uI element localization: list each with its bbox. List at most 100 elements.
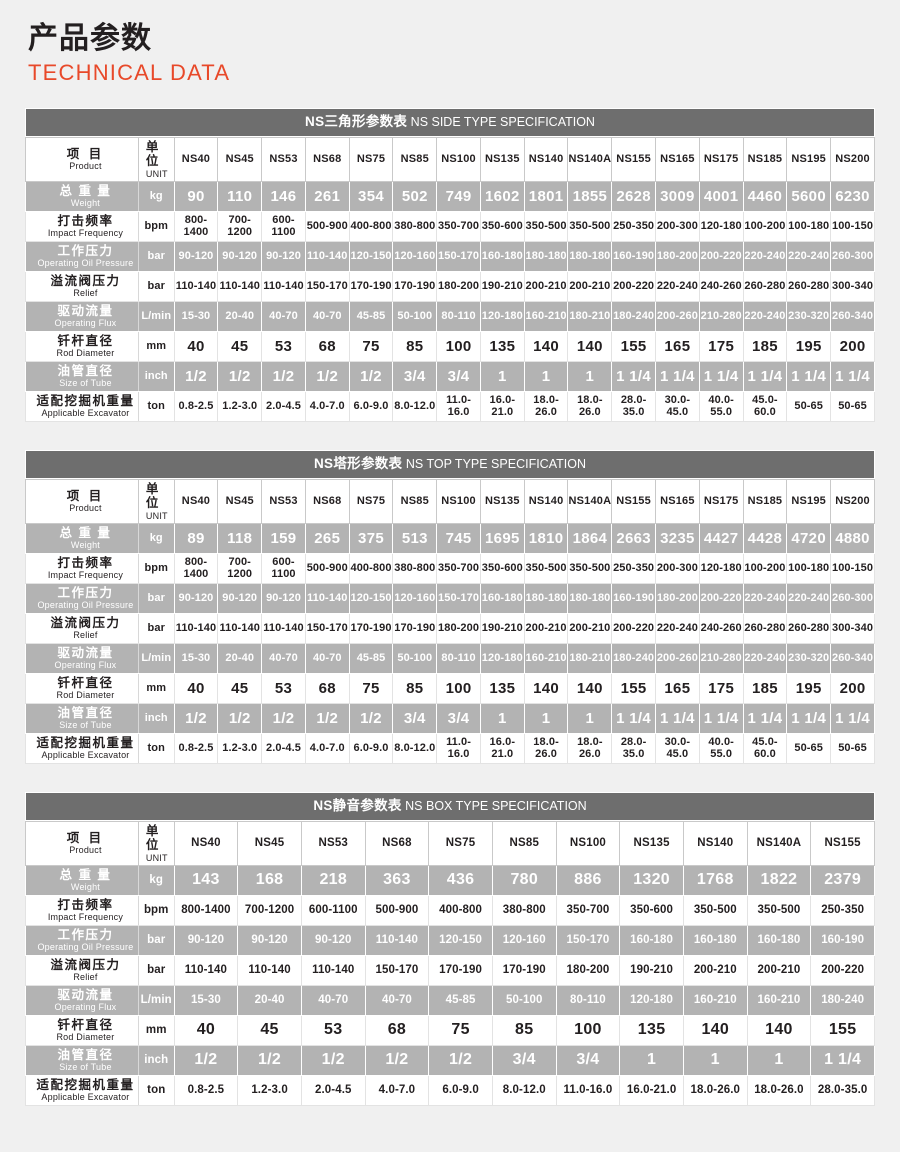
data-cell: 6.0-9.0 <box>348 732 394 764</box>
data-cell: 1/2 <box>428 1044 493 1076</box>
data-cell: 180-240 <box>611 642 656 674</box>
data-cell: 1 1/4 <box>655 360 700 392</box>
data-cell: 260-280 <box>786 612 832 644</box>
spec-table-title-3: NS静音参数表 NS BOX TYPE SPECIFICATION <box>25 791 875 821</box>
data-cell: 100 <box>436 330 481 362</box>
data-cell: 160-180 <box>479 582 525 614</box>
data-cell: 1 1/4 <box>830 702 875 734</box>
data-cell: 75 <box>348 672 394 704</box>
model-header-ns75: NS75 <box>348 478 394 524</box>
data-cell: 165 <box>655 672 700 704</box>
data-cell: 110-140 <box>173 270 219 302</box>
data-cell: 350-700 <box>555 894 621 926</box>
data-cell: 110-140 <box>261 612 306 644</box>
data-cell: 350-600 <box>619 894 684 926</box>
row-label-0: 项 目 Product <box>25 820 139 866</box>
data-cell: 11.0-16.0 <box>436 390 481 422</box>
data-cell: 75 <box>348 330 394 362</box>
data-cell: 110-140 <box>217 270 263 302</box>
data-cell: 0.8-2.5 <box>173 732 219 764</box>
row-label-6: 钎杆直径 Rod Diameter <box>25 1014 139 1046</box>
data-cell: 50-100 <box>392 642 438 674</box>
data-cell: 16.0-21.0 <box>479 732 525 764</box>
spec-table-title-2: NS塔形参数表 NS TOP TYPE SPECIFICATION <box>25 449 875 479</box>
data-cell: 160-190 <box>810 924 875 956</box>
model-header-ns155: NS155 <box>611 136 656 182</box>
data-cell: 140 <box>523 672 569 704</box>
row-label-en: Rod Diameter <box>56 348 115 359</box>
data-cell: 350-500 <box>567 210 613 242</box>
data-cell: 350-700 <box>436 552 481 584</box>
data-cell: 40-70 <box>364 984 430 1016</box>
model-header-ns140: NS140 <box>523 136 569 182</box>
data-cell: 260-340 <box>830 300 875 332</box>
data-cell: 18.0-26.0 <box>523 390 569 422</box>
data-cell: 354 <box>348 180 394 212</box>
spec-tables-root: NS三角形参数表 NS SIDE TYPE SPECIFICATION 项 目 Pr… <box>25 107 875 1106</box>
data-cell: 180-180 <box>567 240 613 272</box>
data-cell: 0.8-2.5 <box>173 390 219 422</box>
data-cell: 18.0-26.0 <box>746 1074 812 1106</box>
data-cell: 159 <box>261 522 306 554</box>
model-header-ns75: NS75 <box>428 820 493 866</box>
data-cell: 3/4 <box>555 1044 621 1076</box>
model-header-ns175: NS175 <box>698 478 744 524</box>
row-label-cn: 驱动流量 <box>57 646 114 661</box>
model-header-ns165: NS165 <box>655 136 700 182</box>
data-cell: 700-1200 <box>237 894 302 926</box>
spec-title-en: NS SIDE TYPE SPECIFICATION <box>407 114 595 129</box>
data-cell: 1/2 <box>304 360 350 392</box>
data-cell: 100-180 <box>786 210 832 242</box>
data-cell: 200-210 <box>567 612 613 644</box>
row-label-en: Rod Diameter <box>56 1032 115 1043</box>
unit-cell: kg <box>137 180 175 212</box>
data-cell: 400-800 <box>348 552 394 584</box>
data-cell: 250-350 <box>611 210 656 242</box>
model-header-ns195: NS195 <box>786 136 832 182</box>
row-label-7: 油管直径 Size of Tube <box>25 702 139 734</box>
data-cell: 1/2 <box>261 360 306 392</box>
data-cell: 1 <box>746 1044 812 1076</box>
model-header-ns85: NS85 <box>392 136 438 182</box>
data-cell: 90-120 <box>173 582 219 614</box>
data-cell: 1602 <box>479 180 525 212</box>
data-cell: 350-600 <box>479 552 525 584</box>
data-cell: 1810 <box>523 522 569 554</box>
unit-cell: bpm <box>137 552 175 584</box>
unit-cell: bar <box>137 270 175 302</box>
data-cell: 90-120 <box>261 240 306 272</box>
data-cell: 230-320 <box>786 300 832 332</box>
model-header-ns100: NS100 <box>436 478 481 524</box>
data-cell: 4001 <box>698 180 744 212</box>
row-label-cn: 适配挖掘机重量 <box>36 736 135 751</box>
model-header-ns195: NS195 <box>786 478 832 524</box>
data-cell: 45-85 <box>428 984 493 1016</box>
data-cell: 2.0-4.5 <box>261 732 306 764</box>
spec-table-block-1: NS三角形参数表 NS SIDE TYPE SPECIFICATION 项 目 Pr… <box>25 107 875 422</box>
model-header-ns40: NS40 <box>173 136 219 182</box>
row-label-cn: 总 重 量 <box>59 526 112 541</box>
data-cell: 40-70 <box>261 642 306 674</box>
data-cell: 50-100 <box>392 300 438 332</box>
data-cell: 200-300 <box>655 552 700 584</box>
row-label-cn: 项 目 <box>66 147 105 162</box>
data-cell: 110-140 <box>300 954 366 986</box>
data-cell: 85 <box>392 672 438 704</box>
row-label-en: Operating Flux <box>54 318 117 329</box>
data-cell: 180-240 <box>611 300 656 332</box>
spec-table-3: 项 目 Product 单 位 UNIT NS40 NS45 NS53 NS68 NS75 NS8… <box>25 820 875 1106</box>
data-cell: 500-900 <box>364 894 430 926</box>
data-cell: 1 1/4 <box>655 702 700 734</box>
data-cell: 260-300 <box>830 582 875 614</box>
data-cell: 155 <box>810 1014 875 1046</box>
data-cell: 110-140 <box>237 954 302 986</box>
data-cell: 1 <box>479 360 525 392</box>
table-row: 打击频率 Impact Frequency bpm 800-1400 700-1200 6… <box>25 552 875 584</box>
page-title: 产品参数 <box>28 22 152 55</box>
data-cell: 1864 <box>567 522 613 554</box>
unit-cell: bar <box>137 582 175 614</box>
data-cell: 350-500 <box>523 210 569 242</box>
spec-table-1: 项 目 Product 单 位 UNIT NS40 NS45 NS53 NS68 NS75 NS8… <box>25 136 875 422</box>
row-label-en: Operating Oil Pressure <box>37 258 134 269</box>
unit-cell: bar <box>137 240 175 272</box>
